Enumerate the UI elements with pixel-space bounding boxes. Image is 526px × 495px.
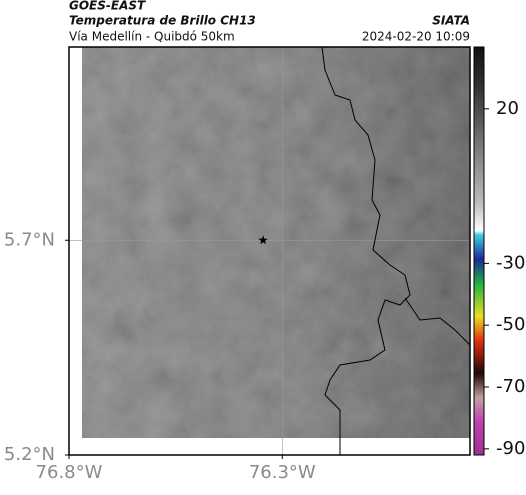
colorbar-tick-label: -70 [496, 376, 525, 397]
colorbar-tick-label: -30 [496, 252, 525, 273]
colorbar-tick-label: -50 [496, 314, 525, 335]
colorbar-tick-label: -90 [496, 438, 525, 459]
subtitle: Vía Medellín - Quibdó 50km [69, 30, 235, 44]
x-tick-label: 76.8°W [36, 462, 103, 483]
source: SIATA [432, 14, 470, 28]
y-tick-label: 5.2°N [4, 444, 55, 465]
border-line [404, 297, 471, 346]
colorbar-tick-label: 20 [496, 98, 519, 119]
satellite-image [82, 47, 470, 438]
colorbar [473, 46, 485, 456]
satellite: GOES-EAST [69, 0, 146, 13]
title: Temperatura de Brillo CH13 [69, 14, 256, 28]
y-tick-label: 5.7°N [4, 229, 55, 250]
map-frame [68, 46, 471, 456]
location-marker [258, 235, 268, 245]
x-tick-label: 76.3°W [249, 462, 316, 483]
border-line [321, 46, 411, 455]
datetime: 2024-02-20 10:09 [362, 30, 470, 44]
